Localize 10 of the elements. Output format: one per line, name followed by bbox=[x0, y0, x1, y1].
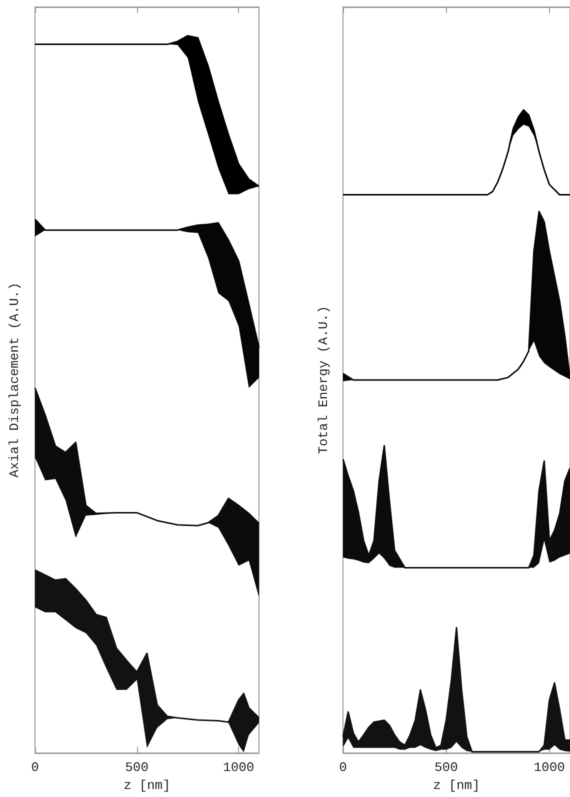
y-axis-title: Axial Displacement (A.U.) bbox=[7, 282, 22, 478]
x-axis-title: z [nm] bbox=[433, 778, 480, 793]
x-tick-label: 0 bbox=[339, 760, 347, 775]
y-axis-title: Total Energy (A.U.) bbox=[316, 306, 331, 454]
x-axis-title: z [nm] bbox=[124, 778, 170, 793]
x-tick-label: 500 bbox=[434, 760, 458, 775]
x-tick-label: 1000 bbox=[223, 760, 254, 775]
x-tick-label: 500 bbox=[125, 760, 149, 775]
x-tick-label: 1000 bbox=[534, 760, 565, 775]
x-tick-label: 0 bbox=[31, 760, 39, 775]
